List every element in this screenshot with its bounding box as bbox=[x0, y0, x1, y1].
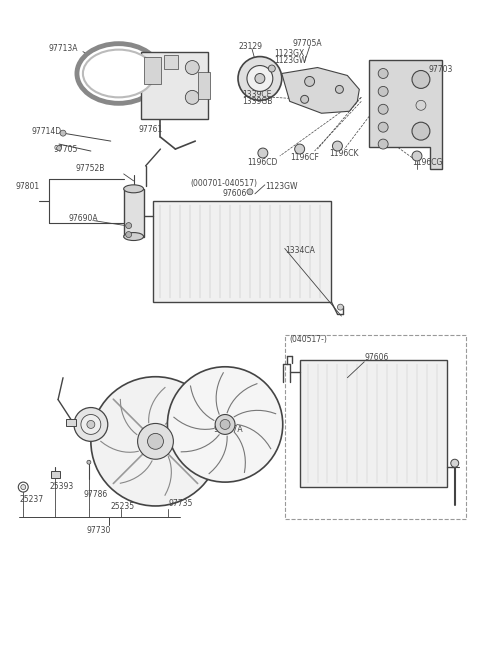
Text: 97606: 97606 bbox=[222, 189, 246, 198]
Bar bbox=[51, 471, 60, 478]
Bar bbox=[285, 335, 466, 519]
Circle shape bbox=[300, 96, 309, 103]
Circle shape bbox=[91, 377, 220, 506]
Text: 97761: 97761 bbox=[139, 125, 163, 134]
Circle shape bbox=[412, 151, 422, 161]
Circle shape bbox=[378, 139, 388, 149]
Circle shape bbox=[74, 407, 108, 442]
Text: 1339GB: 1339GB bbox=[242, 97, 272, 106]
Circle shape bbox=[255, 74, 265, 84]
Circle shape bbox=[168, 367, 283, 482]
Circle shape bbox=[268, 65, 276, 72]
Text: 1123GX: 1123GX bbox=[274, 49, 304, 58]
Circle shape bbox=[416, 100, 426, 110]
Text: 97705: 97705 bbox=[53, 144, 77, 154]
Circle shape bbox=[185, 90, 199, 104]
Polygon shape bbox=[369, 59, 442, 169]
Circle shape bbox=[247, 189, 253, 195]
Text: 97801: 97801 bbox=[15, 183, 39, 191]
Text: 97786: 97786 bbox=[84, 490, 108, 499]
Circle shape bbox=[337, 304, 343, 310]
Text: 25237: 25237 bbox=[19, 494, 43, 503]
Text: 25393: 25393 bbox=[49, 482, 73, 490]
Text: 97714D: 97714D bbox=[31, 127, 61, 136]
Circle shape bbox=[378, 86, 388, 96]
Circle shape bbox=[220, 420, 230, 430]
Ellipse shape bbox=[83, 49, 155, 98]
Circle shape bbox=[57, 146, 61, 150]
Text: 1196CF: 1196CF bbox=[290, 154, 319, 163]
Text: 97703: 97703 bbox=[429, 65, 453, 74]
Bar bbox=[124, 189, 144, 237]
Text: 97737A: 97737A bbox=[213, 425, 243, 434]
Bar bbox=[153, 201, 332, 302]
Ellipse shape bbox=[124, 185, 144, 193]
Circle shape bbox=[336, 86, 343, 94]
Circle shape bbox=[451, 459, 459, 467]
Circle shape bbox=[18, 482, 28, 492]
Circle shape bbox=[87, 460, 91, 464]
Text: 1334CA: 1334CA bbox=[285, 246, 314, 255]
Ellipse shape bbox=[124, 233, 144, 241]
Text: 1196CD: 1196CD bbox=[247, 158, 277, 167]
Text: 97735: 97735 bbox=[168, 500, 193, 509]
Text: 97705A: 97705A bbox=[293, 39, 322, 48]
Circle shape bbox=[126, 223, 132, 229]
Text: 97690A: 97690A bbox=[69, 214, 98, 223]
Circle shape bbox=[295, 144, 305, 154]
Circle shape bbox=[87, 420, 95, 428]
Bar bbox=[198, 72, 210, 100]
Circle shape bbox=[305, 76, 314, 86]
Circle shape bbox=[21, 484, 26, 490]
Text: 97730: 97730 bbox=[87, 527, 111, 535]
Circle shape bbox=[60, 130, 66, 136]
Text: 97752B: 97752B bbox=[76, 165, 105, 173]
Text: 23129: 23129 bbox=[238, 42, 262, 51]
Polygon shape bbox=[282, 67, 360, 113]
Text: 1196CK: 1196CK bbox=[329, 148, 359, 158]
Circle shape bbox=[81, 415, 101, 434]
Text: (040517-): (040517-) bbox=[290, 335, 327, 345]
Circle shape bbox=[412, 122, 430, 140]
Text: (000701-040517): (000701-040517) bbox=[190, 179, 257, 188]
Bar bbox=[165, 55, 179, 69]
Circle shape bbox=[126, 231, 132, 237]
Circle shape bbox=[412, 71, 430, 88]
Text: 1123GW: 1123GW bbox=[265, 183, 297, 191]
Text: 1123GW: 1123GW bbox=[274, 56, 306, 65]
Circle shape bbox=[147, 434, 164, 449]
Circle shape bbox=[378, 69, 388, 78]
Circle shape bbox=[378, 122, 388, 132]
Bar bbox=[300, 360, 447, 487]
Text: 1196CG: 1196CG bbox=[412, 158, 443, 167]
Circle shape bbox=[238, 57, 282, 100]
Circle shape bbox=[333, 141, 342, 151]
Circle shape bbox=[215, 415, 235, 434]
Text: 97713A: 97713A bbox=[48, 44, 78, 53]
Bar bbox=[66, 420, 76, 426]
Circle shape bbox=[258, 148, 268, 158]
Text: 25235: 25235 bbox=[111, 502, 135, 511]
Circle shape bbox=[247, 65, 273, 92]
Bar bbox=[141, 51, 208, 119]
Circle shape bbox=[378, 104, 388, 114]
Circle shape bbox=[138, 424, 173, 459]
Text: 97606: 97606 bbox=[364, 353, 389, 362]
Bar bbox=[144, 57, 161, 84]
Ellipse shape bbox=[77, 43, 160, 103]
Circle shape bbox=[185, 61, 199, 74]
Text: 1339CE: 1339CE bbox=[242, 90, 271, 99]
